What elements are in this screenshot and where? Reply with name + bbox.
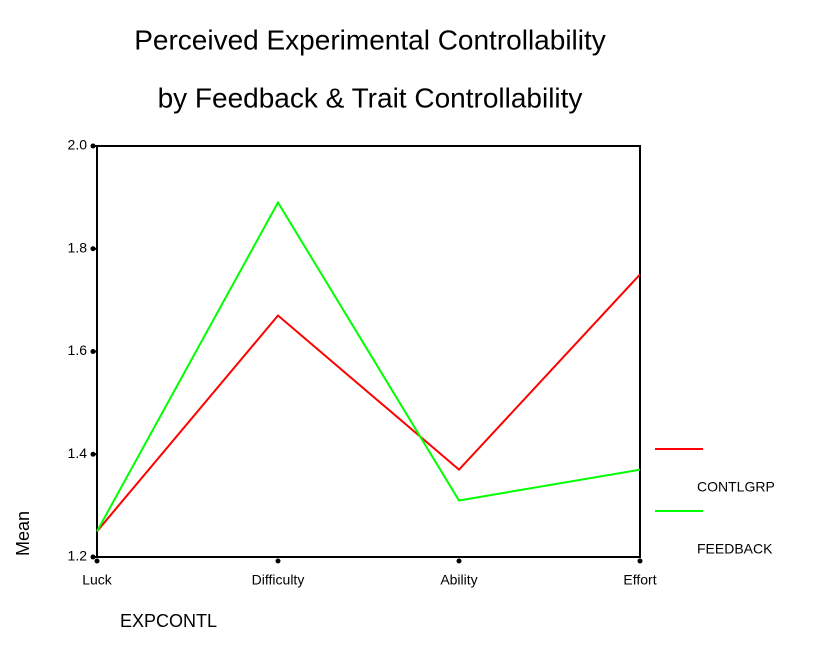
y-axis-label: Mean: [13, 511, 33, 556]
x-tick-label: Luck: [82, 572, 113, 588]
x-tick-dot: [637, 558, 643, 564]
x-tick-label: Effort: [623, 572, 656, 588]
x-tick-dot: [456, 558, 462, 564]
series-line: [96, 273, 641, 532]
x-tick-label: Ability: [440, 572, 477, 588]
x-tick-label: Difficulty: [252, 572, 305, 588]
chart-title: Perceived Experimental Controllability: [134, 24, 606, 55]
y-tick-dot: [90, 451, 96, 457]
chart-subtitle: by Feedback & Trait Controllability: [158, 82, 583, 113]
series-line: [96, 200, 641, 532]
y-tick-dot: [90, 554, 96, 560]
x-tick-dot: [275, 558, 281, 564]
y-tick-label: 1.6: [68, 342, 88, 358]
y-tick-dot: [90, 349, 96, 354]
y-tick-label: 1.4: [68, 445, 88, 461]
x-axis-label: EXPCONTL: [120, 611, 217, 631]
y-tick-label: 1.8: [68, 239, 88, 255]
x-tick-dot: [94, 558, 100, 564]
y-tick-dot: [90, 143, 96, 149]
legend-label: FEEDBACK: [697, 541, 773, 557]
legend-label: CONTLGRP: [697, 479, 775, 495]
y-tick-label: 2.0: [68, 137, 88, 153]
y-tick-dot: [90, 246, 96, 252]
y-tick-label: 1.2: [68, 548, 88, 564]
